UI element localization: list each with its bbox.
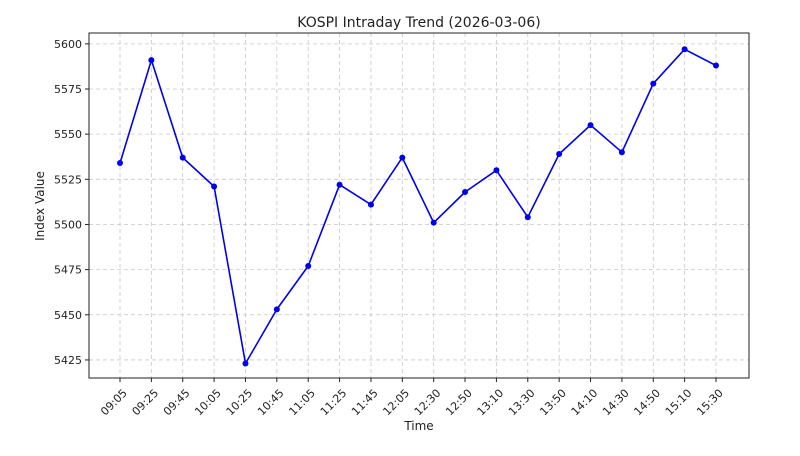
data-point <box>556 151 563 158</box>
x-tick-label: 12:30 <box>412 387 444 419</box>
x-axis: 09:05 09:25 09:45 10:05 10:25 10:45 11:05 11:25… <box>98 378 726 418</box>
y-tick-label: 5450 <box>54 309 82 322</box>
x-tick-label: 10:45 <box>255 387 287 419</box>
x-tick-label: 12:05 <box>380 387 412 419</box>
y-tick-label: 5500 <box>54 218 82 231</box>
grid <box>89 33 749 378</box>
data-point <box>524 214 531 221</box>
y-tick-label: 5600 <box>54 38 82 51</box>
x-tick-label: 13:30 <box>506 387 538 419</box>
x-tick-label: 10:25 <box>224 387 256 419</box>
y-tick-label: 5425 <box>54 354 82 367</box>
series-line <box>119 48 717 365</box>
data-point <box>273 306 280 313</box>
data-point <box>713 62 719 69</box>
x-tick-label: 10:05 <box>192 387 224 419</box>
x-tick-label: 11:45 <box>349 387 381 419</box>
x-tick-label: 13:50 <box>537 387 569 419</box>
x-tick-label: 09:25 <box>130 387 162 419</box>
data-point <box>367 201 374 208</box>
y-tick-label: 5550 <box>54 128 82 141</box>
data-point <box>179 154 186 161</box>
x-axis-title: Time <box>403 419 433 433</box>
data-point <box>242 360 249 367</box>
plot-frame <box>88 32 750 379</box>
data-point <box>305 263 312 270</box>
y-tick-label: 5475 <box>54 264 82 277</box>
y-tick-label: 5525 <box>54 173 82 186</box>
x-tick-label: 15:10 <box>663 387 695 419</box>
data-point <box>493 167 500 174</box>
data-point <box>148 57 155 64</box>
x-tick-label: 15:30 <box>694 387 726 419</box>
data-point <box>399 154 406 161</box>
y-axis-title: Index Value <box>33 171 47 241</box>
x-tick-label: 14:50 <box>631 387 663 419</box>
data-point <box>211 183 218 190</box>
data-point <box>336 181 343 188</box>
data-point <box>681 46 688 53</box>
y-axis: 5425 5450 5475 5500 5525 5550 5575 5600 <box>54 38 89 367</box>
data-point <box>462 188 469 195</box>
x-tick-label: 12:50 <box>443 387 475 419</box>
y-tick-label: 5575 <box>54 83 82 96</box>
data-point <box>650 80 657 87</box>
series <box>117 46 719 367</box>
x-tick-label: 11:25 <box>318 387 350 419</box>
x-tick-label: 13:10 <box>475 387 507 419</box>
x-tick-label: 09:45 <box>161 387 193 419</box>
data-point <box>117 160 123 167</box>
x-tick-label: 11:05 <box>286 387 318 419</box>
x-tick-label: 14:10 <box>569 387 601 419</box>
chart-title: KOSPI Intraday Trend (2026-03-06) <box>297 15 540 31</box>
x-tick-label: 14:30 <box>600 387 632 419</box>
data-point <box>430 219 437 226</box>
data-point <box>587 122 594 129</box>
x-tick-label: 09:05 <box>98 387 130 419</box>
data-point <box>618 149 625 156</box>
